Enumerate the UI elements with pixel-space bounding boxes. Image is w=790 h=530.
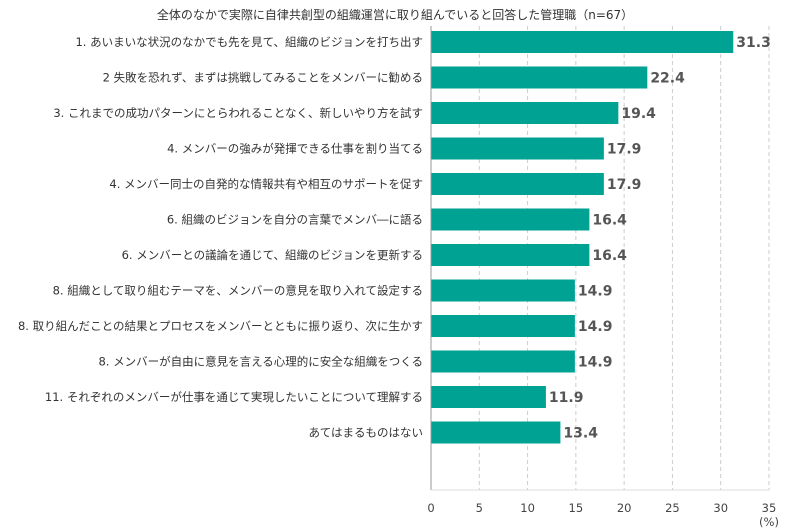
x-tick-label: 5 — [476, 501, 483, 515]
bar — [431, 208, 590, 231]
value-label: 13.4 — [563, 426, 598, 442]
category-label: 8. 取り組んだことの結果とプロセスをメンバーとともに振り返り、次に生かす — [18, 319, 423, 333]
category-label: あてはまるものはない — [308, 426, 423, 440]
category-label: 6. 組織のビジョンを自分の言葉でメンバ―に語る — [167, 213, 423, 227]
value-label: 11.9 — [549, 390, 584, 406]
x-unit-label: (%) — [759, 515, 779, 529]
value-label: 31.3 — [736, 35, 771, 51]
value-label: 14.9 — [578, 284, 613, 300]
bar — [431, 102, 619, 124]
category-label: 11. それぞれのメンバーが仕事を通じて実現したいことについて理解する — [45, 390, 423, 404]
x-tick-label: 10 — [520, 501, 535, 515]
value-label: 14.9 — [578, 355, 613, 371]
category-label: 2 失敗を恐れず、まずは挑戦してみることをメンバーに勧める — [103, 71, 423, 85]
value-label: 17.9 — [607, 177, 642, 193]
value-label: 22.4 — [650, 71, 685, 87]
bar — [431, 386, 546, 408]
category-label: 3. これまでの成功パターンにとらわれることなく、新しいやり方を試す — [53, 106, 423, 120]
bar — [431, 66, 648, 89]
bar — [431, 137, 604, 160]
value-label: 17.9 — [607, 142, 642, 158]
value-label: 16.4 — [592, 213, 627, 229]
chart-title: 全体のなかで実際に自律共創型の組織運営に取り組んでいると回答した管理職（n=67… — [156, 8, 634, 22]
category-label: 6. メンバーとの議論を通じて、組織のビジョンを更新する — [122, 248, 423, 262]
bar — [431, 421, 561, 444]
category-label: 8. メンバーが自由に意見を言える心理的に安全な組織をつくる — [98, 355, 423, 369]
category-label: 4. メンバーの強みが発揮できる仕事を割り当てる — [167, 142, 423, 156]
x-tick-label: 15 — [569, 501, 584, 515]
x-tick-label: 20 — [617, 501, 632, 515]
category-label: 1. あいまいな状況のなかでも先を見て、組織のビジョンを打ち出す — [75, 35, 423, 49]
bar — [431, 244, 590, 266]
value-label: 19.4 — [621, 106, 656, 122]
x-tick-label: 25 — [665, 501, 680, 515]
value-label: 14.9 — [578, 319, 613, 335]
value-label: 16.4 — [592, 248, 627, 264]
bar — [431, 350, 575, 373]
category-label: 4. メンバー同士の自発的な情報共有や相互のサポートを促す — [109, 177, 423, 191]
x-tick-label: 35 — [762, 501, 777, 515]
bar — [431, 279, 575, 302]
x-tick-label: 30 — [713, 501, 728, 515]
bar — [431, 173, 604, 195]
bar — [431, 31, 734, 53]
category-label: 8. 組織として取り組むテーマを、メンバーの意見を取り入れて設定する — [53, 284, 423, 298]
bar — [431, 315, 575, 337]
x-tick-label: 0 — [427, 501, 434, 515]
